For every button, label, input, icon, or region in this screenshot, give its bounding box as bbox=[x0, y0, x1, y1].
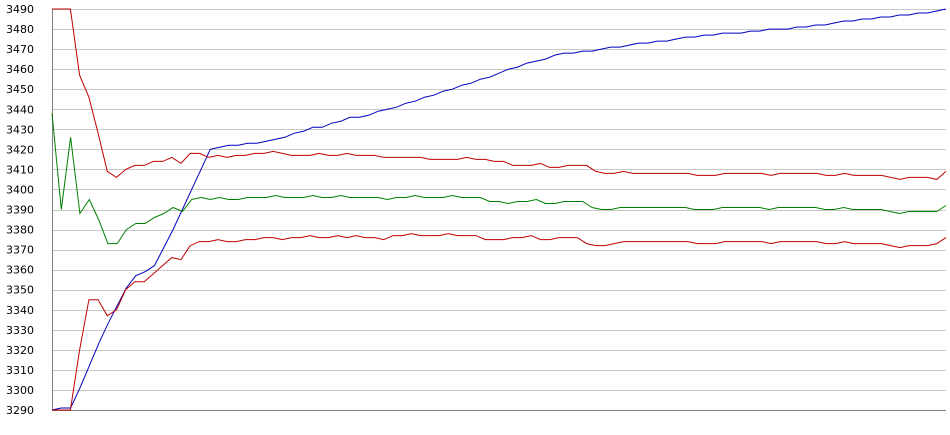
y-tick-label: 3460 bbox=[6, 63, 34, 76]
y-tick-label: 3410 bbox=[6, 163, 34, 176]
y-tick-label: 3490 bbox=[6, 3, 34, 16]
series-line-2 bbox=[52, 8, 947, 180]
y-axis-tick-labels: 3290 3300 3310 3320 3330 3340 3350 3360 3370 3380… bbox=[6, 3, 34, 417]
y-tick-label: 3480 bbox=[6, 23, 34, 36]
y-tick-label: 3440 bbox=[6, 103, 34, 116]
y-tick-label: 3370 bbox=[6, 244, 34, 257]
y-tick-label: 3450 bbox=[6, 83, 34, 96]
grid bbox=[52, 9, 946, 411]
series-line-4 bbox=[52, 233, 947, 411]
axes bbox=[52, 9, 946, 411]
y-tick-label: 3470 bbox=[6, 43, 34, 56]
y-tick-label: 3290 bbox=[6, 404, 34, 417]
y-tick-label: 3300 bbox=[6, 384, 34, 397]
y-tick-label: 3390 bbox=[6, 204, 34, 217]
series-lines bbox=[51, 8, 947, 411]
y-tick-label: 3340 bbox=[6, 304, 34, 317]
series-line-3 bbox=[51, 113, 947, 245]
y-tick-label: 3430 bbox=[6, 123, 34, 136]
y-tick-label: 3380 bbox=[6, 224, 34, 237]
series-line-1 bbox=[51, 8, 947, 411]
y-tick-label: 3360 bbox=[6, 264, 34, 277]
y-tick-label: 3330 bbox=[6, 324, 34, 337]
y-tick-label: 3350 bbox=[6, 284, 34, 297]
y-tick-label: 3320 bbox=[6, 344, 34, 357]
y-tick-label: 3420 bbox=[6, 143, 34, 156]
y-tick-label: 3400 bbox=[6, 183, 34, 196]
y-tick-label: 3310 bbox=[6, 364, 34, 377]
